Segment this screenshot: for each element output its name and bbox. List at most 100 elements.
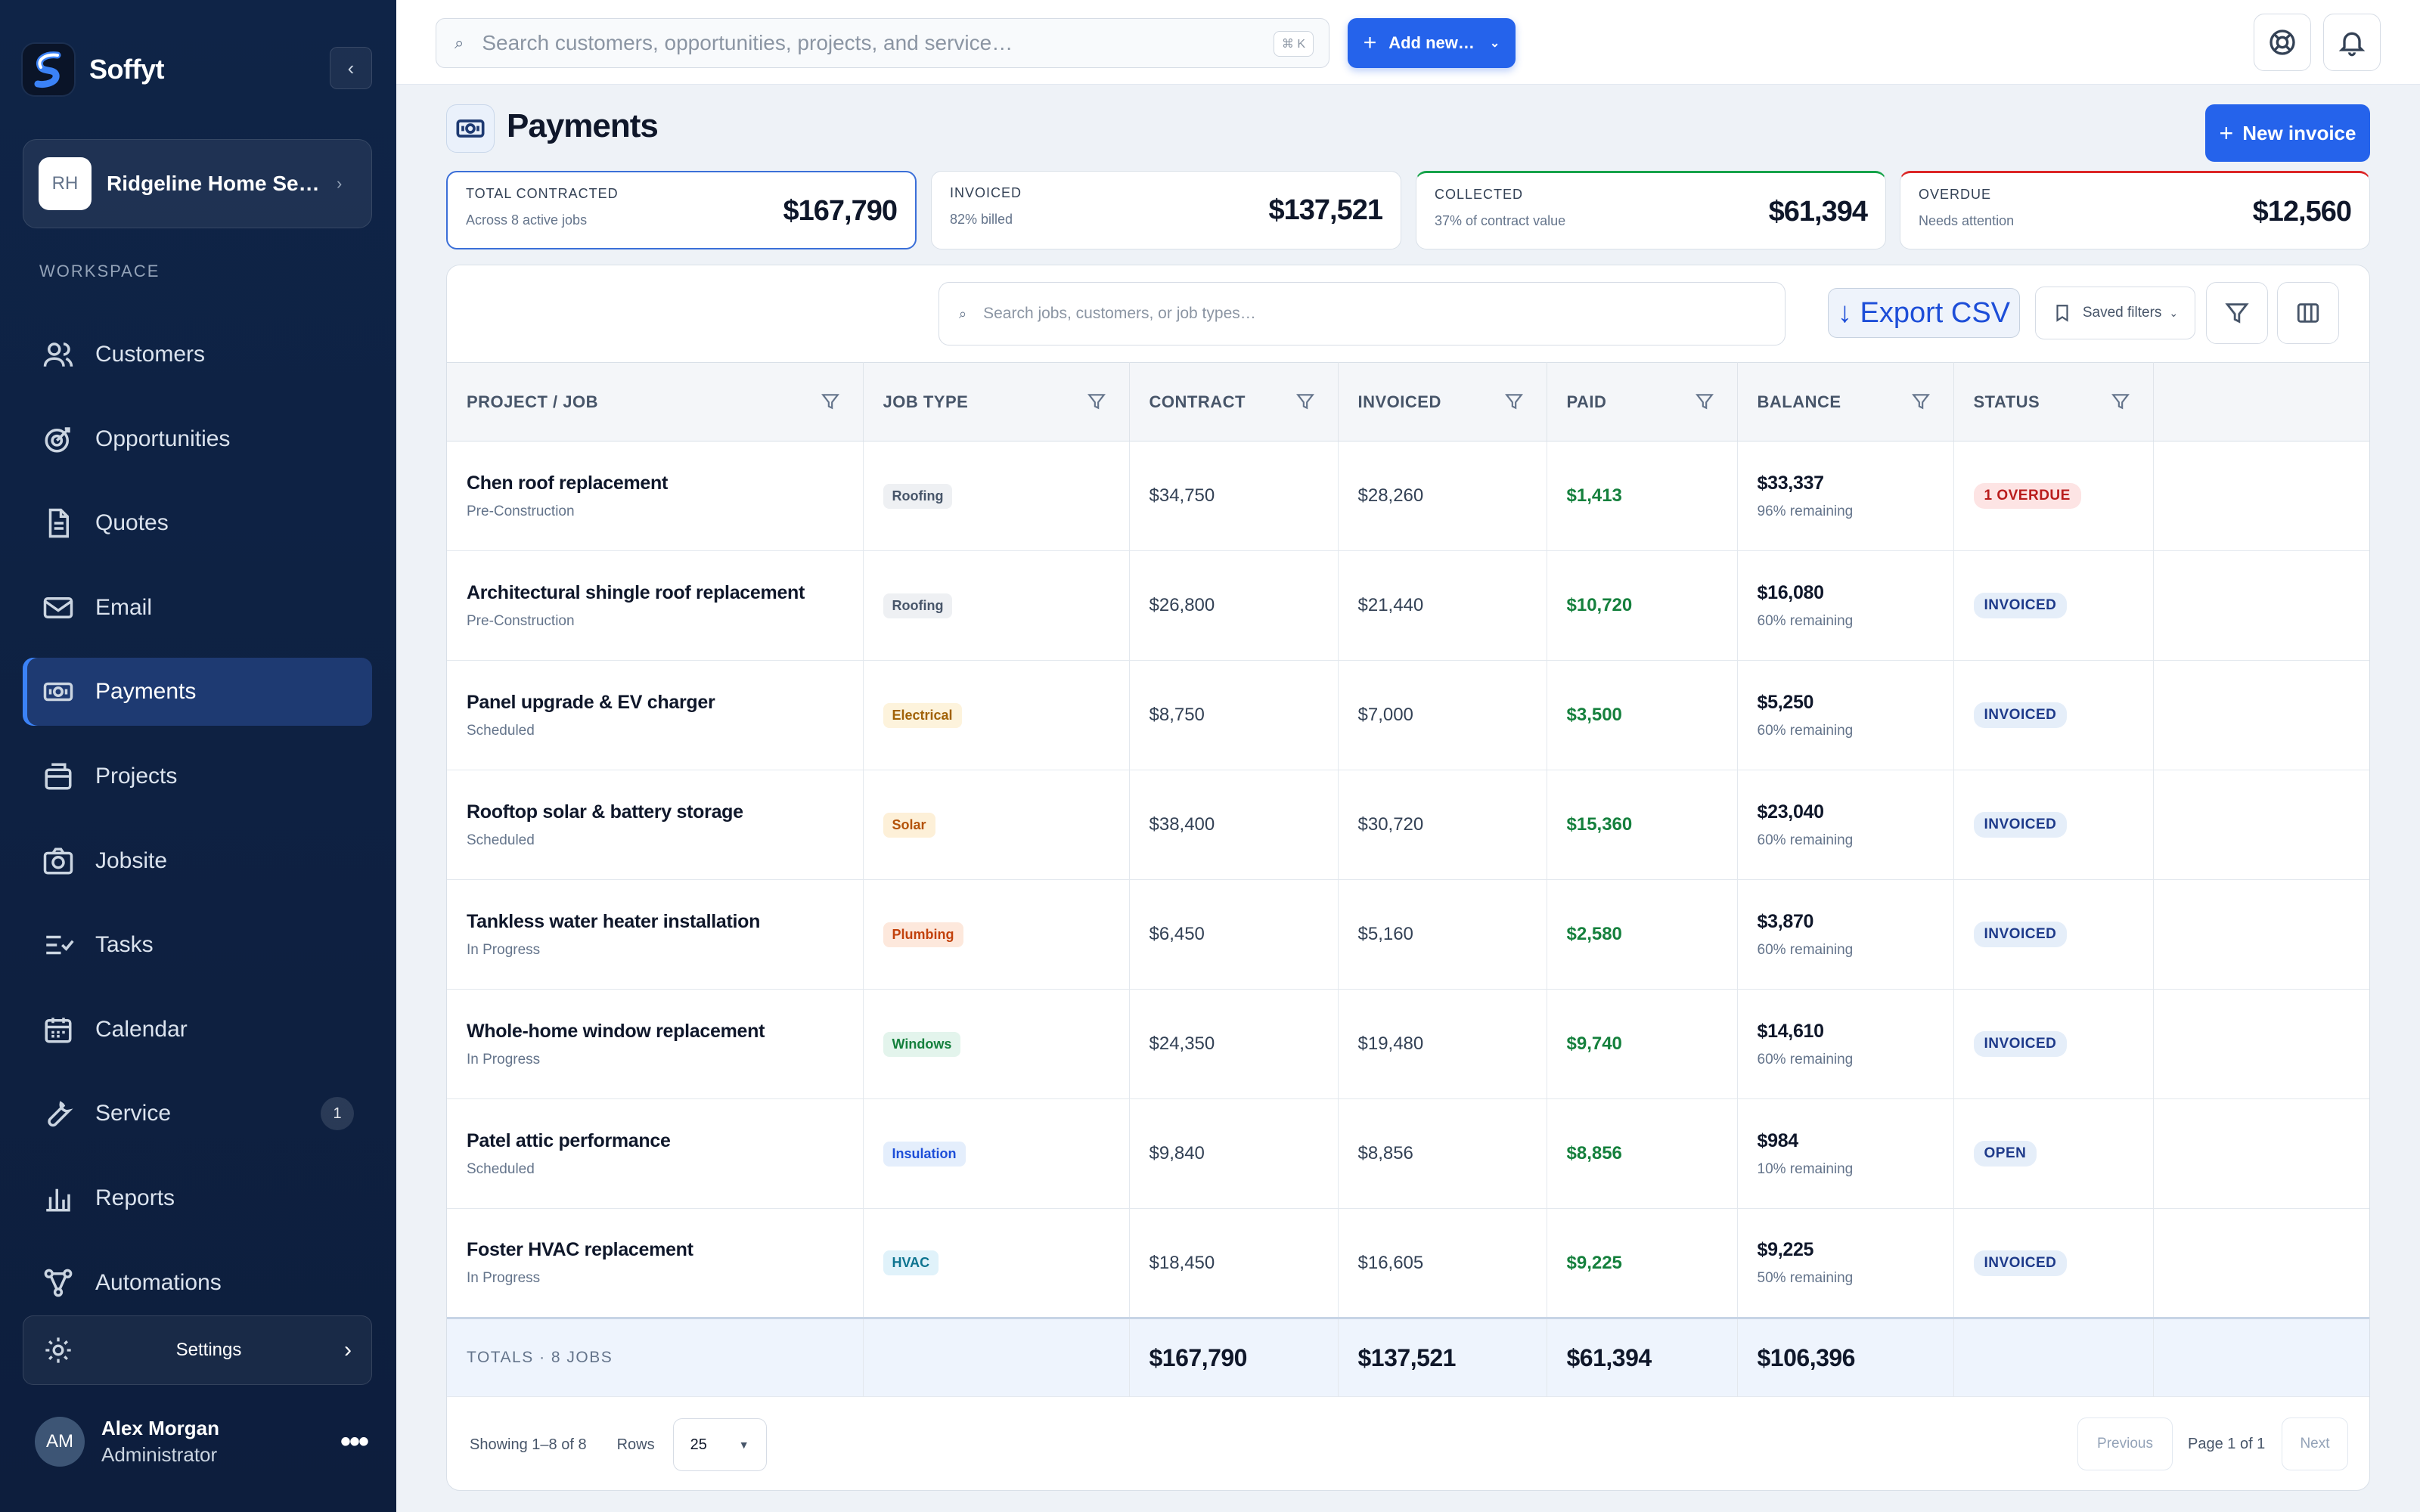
table-row[interactable]: Foster HVAC replacement In Progress HVAC $1… <box>447 1208 2369 1318</box>
filter-icon[interactable] <box>821 392 840 411</box>
column-header[interactable]: JOB TYPE <box>863 362 1130 442</box>
collapse-sidebar-button[interactable]: ‹ <box>330 47 372 89</box>
sidebar-item-jobsite[interactable]: Jobsite <box>23 827 372 895</box>
filter-icon[interactable] <box>1911 392 1931 411</box>
filter-button[interactable] <box>2206 282 2268 344</box>
settings-button[interactable]: Settings › <box>23 1315 372 1385</box>
previous-page-button[interactable]: Previous <box>2077 1418 2173 1470</box>
sidebar-item-payments[interactable]: Payments <box>23 658 372 727</box>
table-row[interactable]: Tankless water heater installation In Pro… <box>447 879 2369 990</box>
sidebar-item-tasks[interactable]: Tasks <box>23 911 372 979</box>
rows-per-page-select[interactable]: 25 ▼ <box>672 1418 767 1471</box>
totals-contract: $167,790 <box>1129 1317 1339 1397</box>
column-header[interactable]: INVOICED <box>1338 362 1547 442</box>
more-icon[interactable]: ••• <box>340 1424 369 1458</box>
cell-job-type: Electrical <box>863 660 1130 770</box>
stat-card-invoiced[interactable]: INVOICED 82% billed $137,521 <box>931 171 1401 249</box>
project-phase: Pre-Construction <box>467 503 575 519</box>
sidebar-item-email[interactable]: Email <box>23 574 372 642</box>
balance-remaining: 60% remaining <box>1757 1051 1854 1067</box>
cell-paid: $2,580 <box>1547 879 1738 990</box>
checklist-icon <box>46 935 74 955</box>
cell-project[interactable]: Patel attic performance Scheduled <box>447 1098 864 1209</box>
column-header[interactable]: PAID <box>1547 362 1738 442</box>
sidebar-item-reports[interactable]: Reports <box>23 1164 372 1232</box>
cell-project[interactable]: Rooftop solar & battery storage Scheduled <box>447 770 864 880</box>
user-name: Alex Morgan <box>101 1417 220 1439</box>
help-button[interactable] <box>2254 14 2311 71</box>
stat-value: $137,521 <box>1268 194 1383 226</box>
column-header-label: PAID <box>1566 392 1607 411</box>
sidebar-item-automations[interactable]: Automations <box>23 1249 372 1317</box>
sidebar-item-opportunities[interactable]: Opportunities <box>23 405 372 473</box>
project-name: Whole-home window replacement <box>467 1020 765 1042</box>
cell-status: INVOICED <box>1953 660 2154 770</box>
sidebar-item-projects[interactable]: Projects <box>23 742 372 810</box>
brand[interactable]: Soffyt <box>23 44 165 95</box>
stat-card-overdue[interactable]: OVERDUE Needs attention $12,560 <box>1900 171 2370 249</box>
cell-project[interactable]: Chen roof replacement Pre-Construction <box>447 441 864 551</box>
totals-empty <box>2153 1317 2369 1397</box>
table-row[interactable]: Rooftop solar & battery storage Scheduled… <box>447 770 2369 880</box>
project-phase: Scheduled <box>467 832 535 848</box>
cell-project[interactable]: Tankless water heater installation In Pro… <box>447 879 864 990</box>
column-header[interactable]: PROJECT / JOB <box>447 362 864 442</box>
column-header-label: STATUS <box>1973 392 2040 411</box>
cell-status: INVOICED <box>1953 1208 2154 1318</box>
topbar: ⌕ Search customers, opportunities, proje… <box>396 0 2420 85</box>
notifications-button[interactable] <box>2323 14 2381 71</box>
filter-icon[interactable] <box>1504 392 1524 411</box>
cell-status: INVOICED <box>1953 989 2154 1099</box>
stat-label: COLLECTED <box>1435 187 1524 202</box>
status-badge: OPEN <box>1973 1141 2037 1167</box>
filter-icon[interactable] <box>1295 392 1315 411</box>
sidebar-item-customers[interactable]: Customers <box>23 321 372 389</box>
wrench-icon <box>48 1101 73 1127</box>
table-row[interactable]: Whole-home window replacement In Progress… <box>447 989 2369 1099</box>
global-search-input[interactable]: ⌕ Search customers, opportunities, proje… <box>436 18 1329 68</box>
sidebar-item-calendar[interactable]: Calendar <box>23 996 372 1064</box>
filter-icon[interactable] <box>2111 392 2130 411</box>
cell-invoiced: $16,605 <box>1338 1208 1547 1318</box>
add-new-button[interactable]: + Add new… ⌄ <box>1348 18 1516 68</box>
column-header[interactable]: CONTRACT <box>1129 362 1339 442</box>
cell-actions <box>2153 1208 2369 1318</box>
columns-button[interactable] <box>2277 282 2339 344</box>
project-name: Foster HVAC replacement <box>467 1239 693 1260</box>
table-row[interactable]: Patel attic performance Scheduled Insulati… <box>447 1098 2369 1209</box>
column-header[interactable]: STATUS <box>1953 362 2154 442</box>
export-csv-button[interactable]: ↓ Export CSV <box>1828 288 2020 338</box>
cell-invoiced: $7,000 <box>1338 660 1547 770</box>
cell-actions <box>2153 660 2369 770</box>
sidebar-item-quotes[interactable]: Quotes <box>23 489 372 557</box>
balance-remaining: 96% remaining <box>1757 503 1854 519</box>
project-phase: In Progress <box>467 941 541 958</box>
cell-paid: $1,413 <box>1547 441 1738 551</box>
column-header[interactable]: BALANCE <box>1737 362 1954 442</box>
new-invoice-button[interactable]: + New invoice <box>2205 104 2370 162</box>
balance-remaining: 60% remaining <box>1757 612 1854 629</box>
cell-status: INVOICED <box>1953 550 2154 661</box>
cell-project[interactable]: Panel upgrade & EV charger Scheduled <box>447 660 864 770</box>
cell-project[interactable]: Architectural shingle roof replacement Pr… <box>447 550 864 661</box>
table-search-input[interactable]: ⌕ Search jobs, customers, or job types… <box>939 282 1786 345</box>
filter-icon[interactable] <box>1695 392 1714 411</box>
next-page-button[interactable]: Next <box>2282 1418 2348 1470</box>
cell-job-type: Roofing <box>863 550 1130 661</box>
stat-card-total-contracted[interactable]: TOTAL CONTRACTED Across 8 active jobs $1… <box>446 171 917 249</box>
table-row[interactable]: Panel upgrade & EV charger Scheduled Elect… <box>447 660 2369 770</box>
sidebar-item-label: Projects <box>95 763 178 789</box>
stat-card-collected[interactable]: COLLECTED 37% of contract value $61,394 <box>1416 171 1886 249</box>
cell-project[interactable]: Whole-home window replacement In Progress <box>447 989 864 1099</box>
workspace-switcher[interactable]: RH Ridgeline Home Services › <box>23 139 372 228</box>
sidebar-item-service[interactable]: Service 1 <box>23 1080 372 1148</box>
sidebar-item-label: Customers <box>95 342 206 367</box>
status-badge: 1 OVERDUE <box>1973 483 2081 509</box>
table-row[interactable]: Chen roof replacement Pre-Construction Roo… <box>447 441 2369 551</box>
filter-icon[interactable] <box>1087 392 1106 411</box>
cell-project[interactable]: Foster HVAC replacement In Progress <box>447 1208 864 1318</box>
saved-filters-dropdown[interactable]: Saved filters ⌄ <box>2035 287 2195 339</box>
sidebar-item-label: Service <box>95 1101 172 1126</box>
balance-amount: $984 <box>1757 1129 1799 1151</box>
table-row[interactable]: Architectural shingle roof replacement Pr… <box>447 550 2369 661</box>
